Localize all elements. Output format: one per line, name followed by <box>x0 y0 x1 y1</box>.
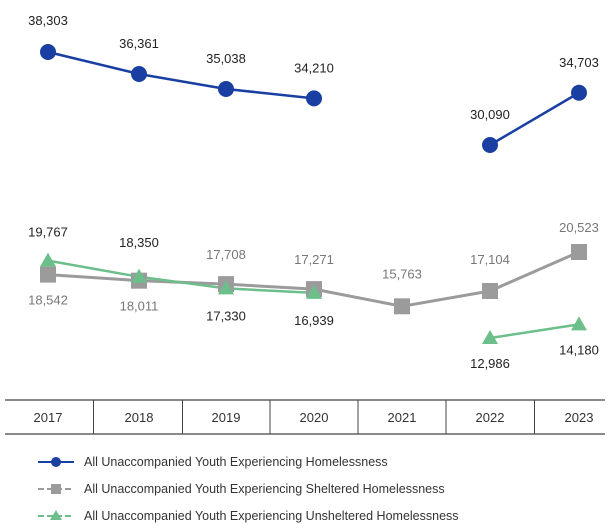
data-label: 12,986 <box>470 356 510 371</box>
series-line <box>489 91 580 147</box>
data-label: 18,011 <box>120 299 159 314</box>
data-point <box>571 316 587 331</box>
legend-marker <box>51 457 61 467</box>
data-label: 36,361 <box>119 36 159 51</box>
series-markers <box>40 44 587 344</box>
series-line <box>489 323 580 340</box>
data-point <box>218 280 234 295</box>
x-tick-label: 2021 <box>388 410 417 425</box>
data-label: 35,038 <box>206 51 246 66</box>
data-point <box>306 284 322 299</box>
data-label: 15,763 <box>382 266 422 281</box>
series-line <box>47 259 315 295</box>
x-tick-label: 2020 <box>300 410 329 425</box>
series-line <box>47 50 315 100</box>
data-point <box>482 283 498 300</box>
legend-marker <box>51 484 61 494</box>
legend-label: All Unaccompanied Youth Experiencing Hom… <box>84 455 388 469</box>
data-point <box>571 244 587 260</box>
legend-label: All Unaccompanied Youth Experiencing She… <box>84 482 445 496</box>
data-label: 20,523 <box>559 220 599 235</box>
data-label: 17,330 <box>206 308 246 323</box>
data-point <box>218 80 234 97</box>
data-point <box>482 330 498 344</box>
data-point <box>40 266 56 283</box>
data-label: 18,542 <box>28 293 68 308</box>
data-label: 19,767 <box>28 225 68 240</box>
data-label: 17,271 <box>294 252 334 267</box>
data-label: 17,104 <box>470 252 510 267</box>
data-label: 34,703 <box>559 55 599 70</box>
x-tick-label: 2022 <box>476 410 505 425</box>
data-label: 17,708 <box>206 247 246 262</box>
x-tick-label: 2018 <box>125 410 154 425</box>
data-label: 14,180 <box>559 342 599 357</box>
legend: All Unaccompanied Youth Experiencing Hom… <box>38 455 459 523</box>
legend-marker <box>50 510 62 520</box>
data-point <box>131 268 147 283</box>
data-label: 30,090 <box>470 107 510 122</box>
data-point <box>482 137 498 153</box>
data-label: 18,350 <box>119 235 159 250</box>
data-point <box>131 65 147 82</box>
x-tick-label: 2017 <box>34 410 63 425</box>
data-label: 34,210 <box>294 60 334 75</box>
x-tick-label: 2023 <box>565 410 594 425</box>
data-label: 16,939 <box>294 313 334 328</box>
data-point <box>571 84 587 101</box>
x-axis: 2017 2018 2019 2020 2021 2022 2023 <box>5 399 605 435</box>
data-point <box>40 252 56 267</box>
data-point <box>40 44 56 60</box>
data-label: 38,303 <box>28 13 68 28</box>
data-labels: 38,303 36,361 35,038 34,210 30,090 34,703 18,5… <box>28 13 599 371</box>
x-tick-label: 2019 <box>212 410 241 425</box>
legend-label: All Unaccompanied Youth Experiencing Uns… <box>84 509 459 523</box>
data-point <box>394 298 410 315</box>
data-point <box>306 90 322 107</box>
